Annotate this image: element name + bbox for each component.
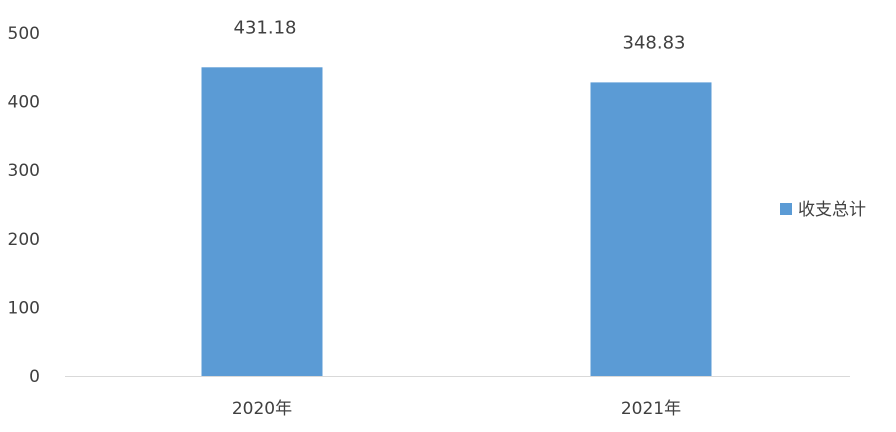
y-tick-label: 0 [29,367,40,387]
y-tick-label: 300 [8,161,40,181]
legend: 收支总计 [780,200,866,220]
x-category-label: 2020年 [232,399,292,419]
bar-data-label: 431.18 [234,17,297,38]
legend-label: 收支总计 [798,200,866,220]
y-tick-label: 200 [8,230,40,250]
x-axis-category-labels: 2020年 2021年 [232,399,681,419]
x-category-label: 2021年 [621,399,681,419]
legend-swatch [780,203,792,215]
bar [590,82,712,376]
bar [201,67,323,377]
bar-data-label: 348.83 [623,32,686,53]
y-tick-label: 500 [8,24,40,44]
y-tick-label: 400 [8,93,40,113]
y-tick-label: 100 [8,298,40,318]
data-labels: 431.18 348.83 [234,17,686,53]
bar-series [201,67,712,377]
y-axis-tick-labels: 0 100 200 300 400 500 [8,24,40,387]
